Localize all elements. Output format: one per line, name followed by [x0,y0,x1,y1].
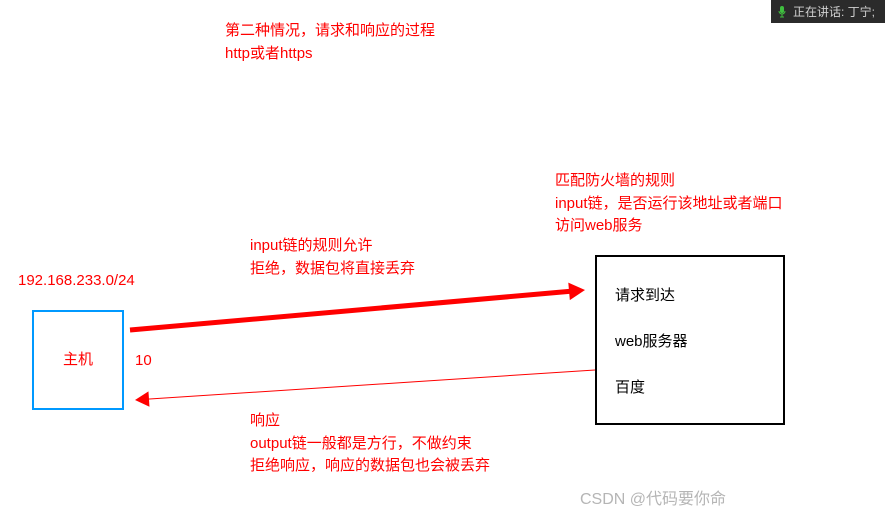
mic-icon [777,5,787,19]
server-box: 请求到达 web服务器 百度 [595,255,785,425]
server-line-2: web服务器 [615,330,765,351]
request-arrow-label: input链的规则允许 拒绝，数据包将直接丢弃 [250,235,415,280]
diagram-title: 第二种情况，请求和响应的过程 http或者https [225,20,435,65]
server-line-3: 百度 [615,376,765,397]
speaker-label: 正在讲话: 丁宁; [793,3,875,20]
firewall-rule-text: 匹配防火墙的规则 input链，是否运行该地址或者端口 访问web服务 [555,170,783,238]
recording-toolbar: 正在讲话: 丁宁; [771,0,885,23]
request-arrow [130,283,585,330]
server-line-1: 请求到达 [615,284,765,305]
host-ip-label: 192.168.233.0/24 [18,270,135,293]
host-port-label: 10 [135,350,152,373]
host-box: 主机 [32,310,124,410]
watermark: CSDN @代码要你命 [580,485,726,509]
host-label: 主机 [63,349,93,372]
response-arrow [135,370,595,407]
response-arrow-label: 响应 output链一般都是方行，不做约束 拒绝响应，响应的数据包也会被丢弃 [250,410,490,478]
